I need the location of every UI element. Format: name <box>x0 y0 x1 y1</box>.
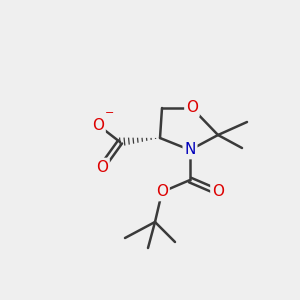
Text: O: O <box>212 184 224 200</box>
Text: O: O <box>96 160 108 175</box>
Text: O: O <box>92 118 104 133</box>
Text: N: N <box>184 142 196 158</box>
Text: O: O <box>186 100 198 116</box>
Text: O: O <box>156 184 168 200</box>
Text: −: − <box>105 108 114 118</box>
